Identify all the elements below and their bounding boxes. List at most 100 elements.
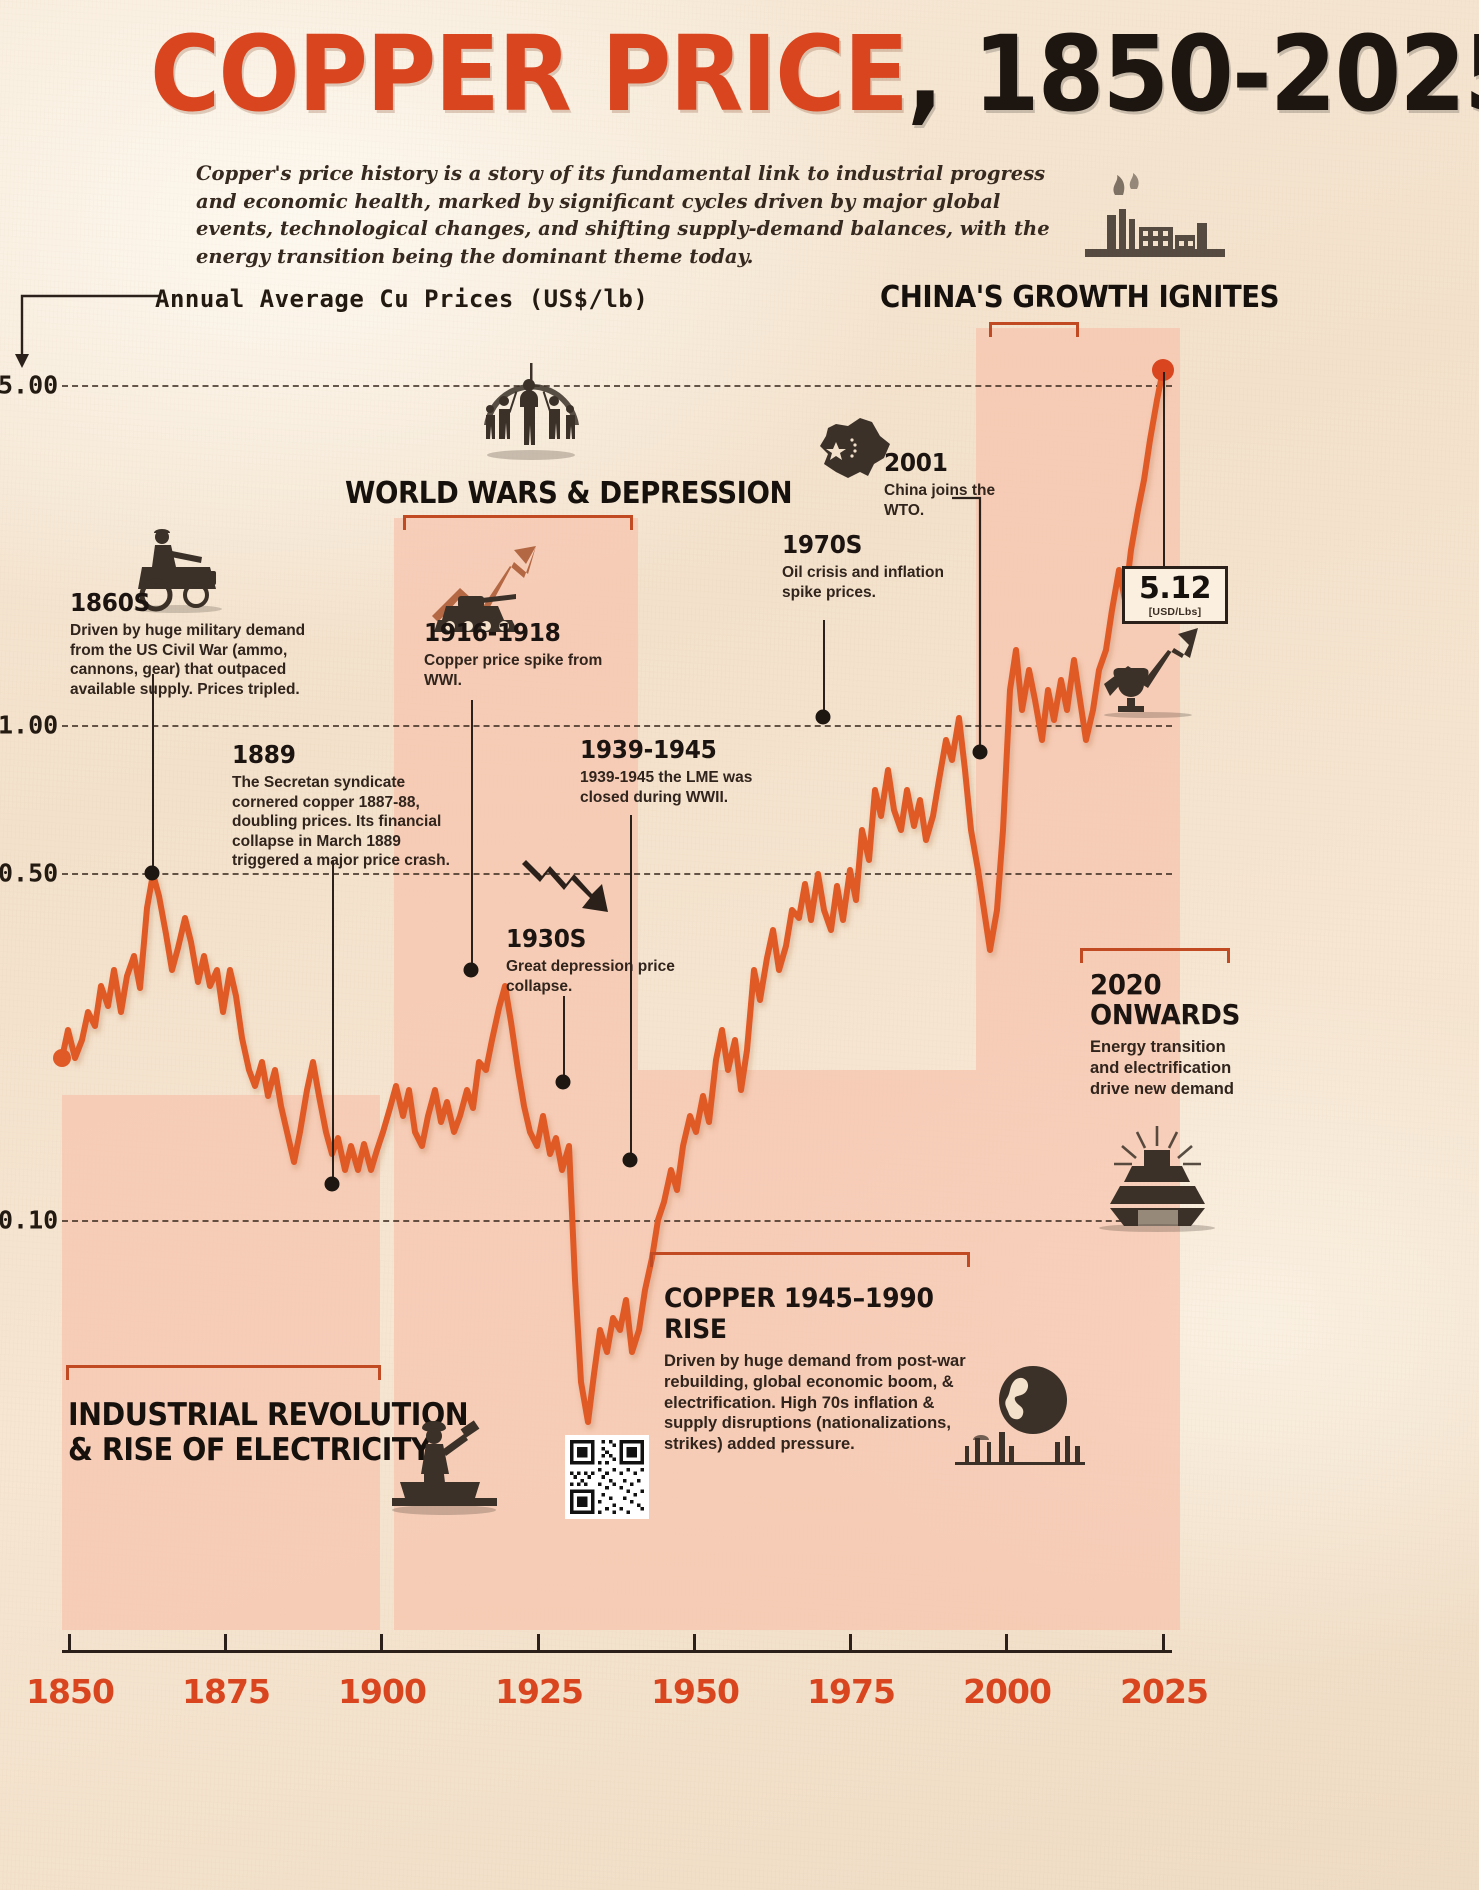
x-tick-label-2025: 2025 xyxy=(1120,1672,1209,1711)
x-tickmark-1975 xyxy=(849,1634,852,1650)
annotation-1889-body: The Secretan syndicate cornered copper 1… xyxy=(232,774,450,870)
x-tick-label-1950: 1950 xyxy=(651,1672,740,1711)
band-post-war-rise xyxy=(638,1070,976,1630)
value-badge-value: 5.12 xyxy=(1139,571,1212,606)
annotation-1930s-heading: 1930S xyxy=(506,924,587,953)
y-tick-0-50: 0.50 xyxy=(0,858,59,888)
marker-dot-1930s xyxy=(555,1074,571,1090)
annotation-1930s: 1930S Great depression price collapse. xyxy=(506,924,696,996)
annotation-1916-1918-heading: 1916-1918 xyxy=(424,618,561,647)
gridline-0-50 xyxy=(62,873,1172,875)
value-badge: 5.12 [USD/Lbs] xyxy=(1122,566,1229,624)
annotation-1860s-heading: 1860S xyxy=(70,588,151,617)
annotation-1916-1918-body: Copper price spike from WWI. xyxy=(424,652,603,689)
marker-dot-1860s xyxy=(144,865,160,881)
annotation-1860s-body: Driven by huge military demand from the … xyxy=(70,622,306,698)
y-tick-5-00: 5.00 xyxy=(0,370,59,400)
gridline-1-00 xyxy=(62,725,1172,727)
x-tick-label-1850: 1850 xyxy=(26,1672,115,1711)
falling-arrow-icon xyxy=(522,860,608,912)
post-war-rise-heading: COPPER 1945–1990 RISE xyxy=(664,1283,934,1345)
gridline-0-10 xyxy=(62,1220,1172,1222)
annotation-1860s: 1860S Driven by huge military demand fro… xyxy=(70,588,310,699)
x-tickmark-1925 xyxy=(537,1634,540,1650)
annotation-post-war-rise: COPPER 1945–1990 RISE Driven by huge dem… xyxy=(664,1283,974,1455)
x-tickmark-2000 xyxy=(1005,1634,1008,1650)
onwards-2020-line-1: 2020 xyxy=(1090,968,1162,1001)
onwards-2020-line-2: ONWARDS xyxy=(1090,998,1241,1032)
marker-dot-1889 xyxy=(324,1176,340,1192)
x-tick-label-1875: 1875 xyxy=(182,1672,271,1711)
section-title-industrial-revolution: INDUSTRIAL REVOLUTION & RISE OF ELECTRIC… xyxy=(68,1397,469,1469)
worker-at-anvil-icon xyxy=(392,1420,497,1515)
bracket-world-wars xyxy=(403,515,633,530)
y-tick-0-10: 0.10 xyxy=(0,1205,59,1235)
page-title: COPPER PRICE, 1850-2025 xyxy=(150,22,1479,126)
annotation-2001: 2001 China joins the WTO. xyxy=(884,448,1009,520)
bracket-post-war-rise xyxy=(650,1252,970,1267)
y-axis-label: Annual Average Cu Prices (US$/lb) xyxy=(155,285,649,313)
civil-war-cannon-icon xyxy=(134,529,222,613)
annotation-1939-1945-body: 1939-1945 the LME was closed during WWII… xyxy=(580,769,753,806)
trophy-rising-arrow-icon xyxy=(1104,628,1198,718)
bracket-industrial-revolution xyxy=(66,1365,381,1380)
annotation-1970s-body: Oil crisis and inflation spike prices. xyxy=(782,564,944,601)
marker-dot-2001 xyxy=(972,744,988,760)
leader-1939-1945 xyxy=(630,815,632,1159)
bracket-china-growth xyxy=(989,322,1079,337)
leader-1930s xyxy=(563,996,565,1080)
solar-factory-icon xyxy=(1099,1126,1215,1232)
copper-price-line-series xyxy=(53,359,1174,1425)
annotation-1939-1945-heading: 1939-1945 xyxy=(580,735,717,764)
leader-value-badge xyxy=(1163,372,1165,566)
x-tickmark-1900 xyxy=(380,1634,383,1650)
annotation-1939-1945: 1939-1945 1939-1945 the LME was closed d… xyxy=(580,735,770,807)
annotation-1916-1918: 1916-1918 Copper price spike from WWI. xyxy=(424,618,624,690)
marker-dot-1970s xyxy=(815,709,831,725)
marker-dot-1916-1918 xyxy=(463,962,479,978)
annotation-1889: 1889 The Secretan syndicate cornered cop… xyxy=(232,740,462,871)
header: COPPER PRICE, 1850-2025 Copper's price h… xyxy=(0,0,1479,270)
annotation-1930s-body: Great depression price collapse. xyxy=(506,958,675,995)
marker-dot-1939-1945 xyxy=(622,1152,638,1168)
x-tickmark-1875 xyxy=(224,1634,227,1650)
marching-soldiers-icon xyxy=(484,363,579,460)
section-title-china-growth: CHINA'S GROWTH IGNITES xyxy=(880,280,1280,315)
industrial-revolution-line-2: & RISE OF ELECTRICITY xyxy=(68,1432,432,1469)
tank-rising-arrow-icon xyxy=(432,546,536,632)
china-map-icon xyxy=(820,418,890,478)
post-war-rise-body: Driven by huge demand from post-war rebu… xyxy=(664,1352,966,1454)
qr-code[interactable] xyxy=(565,1435,649,1519)
x-axis: 1850 1875 1900 1925 1950 1975 2000 2025 xyxy=(0,1630,1479,1750)
x-tick-label-1925: 1925 xyxy=(495,1672,584,1711)
annotation-2001-heading: 2001 xyxy=(884,448,948,477)
annotation-2020-onwards: 2020 ONWARDS Energy transition and elect… xyxy=(1090,968,1241,1100)
x-axis-line xyxy=(62,1650,1172,1653)
factory-smokestacks-icon xyxy=(1085,173,1225,257)
leader-1889 xyxy=(332,860,334,1182)
axis-pointer-arrow xyxy=(15,294,160,368)
page-title-primary: COPPER PRICE xyxy=(150,13,909,135)
x-tick-label-2000: 2000 xyxy=(963,1672,1052,1711)
x-tickmark-2025 xyxy=(1162,1634,1165,1650)
annotation-1889-heading: 1889 xyxy=(232,740,296,769)
chart-area: Annual Average Cu Prices (US$/lb) 5.00 1… xyxy=(0,270,1479,1630)
industrial-revolution-line-1: INDUSTRIAL REVOLUTION xyxy=(68,1397,469,1433)
x-tickmark-1950 xyxy=(693,1634,696,1650)
annotation-1970s-heading: 1970S xyxy=(782,530,863,559)
x-tick-label-1900: 1900 xyxy=(338,1672,427,1711)
x-tickmark-1850 xyxy=(68,1634,71,1650)
leader-1970s xyxy=(823,620,825,715)
qr-code-matrix xyxy=(570,1440,644,1514)
gridline-5-00 xyxy=(62,385,1172,387)
leader-1916-1918 xyxy=(471,700,473,968)
page-title-secondary: , 1850-2025 xyxy=(907,13,1479,135)
annotation-2001-body: China joins the WTO. xyxy=(884,482,996,519)
value-badge-unit: [USD/Lbs] xyxy=(1148,606,1202,618)
section-title-world-wars: WORLD WARS & DEPRESSION xyxy=(345,476,793,511)
y-tick-1-00: 1.00 xyxy=(0,710,59,740)
x-tick-label-1975: 1975 xyxy=(807,1672,896,1711)
page-subtitle: Copper's price history is a story of its… xyxy=(196,162,1050,269)
globe-industry-icon xyxy=(955,1366,1085,1465)
bracket-2020-onwards xyxy=(1080,948,1230,963)
